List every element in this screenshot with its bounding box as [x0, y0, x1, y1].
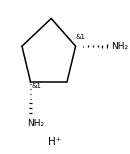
Text: H⁺: H⁺ [48, 137, 61, 147]
Text: &1: &1 [32, 83, 42, 89]
Text: &1: &1 [76, 34, 86, 40]
Text: NH₂: NH₂ [27, 119, 44, 128]
Text: NH₂: NH₂ [111, 42, 128, 51]
